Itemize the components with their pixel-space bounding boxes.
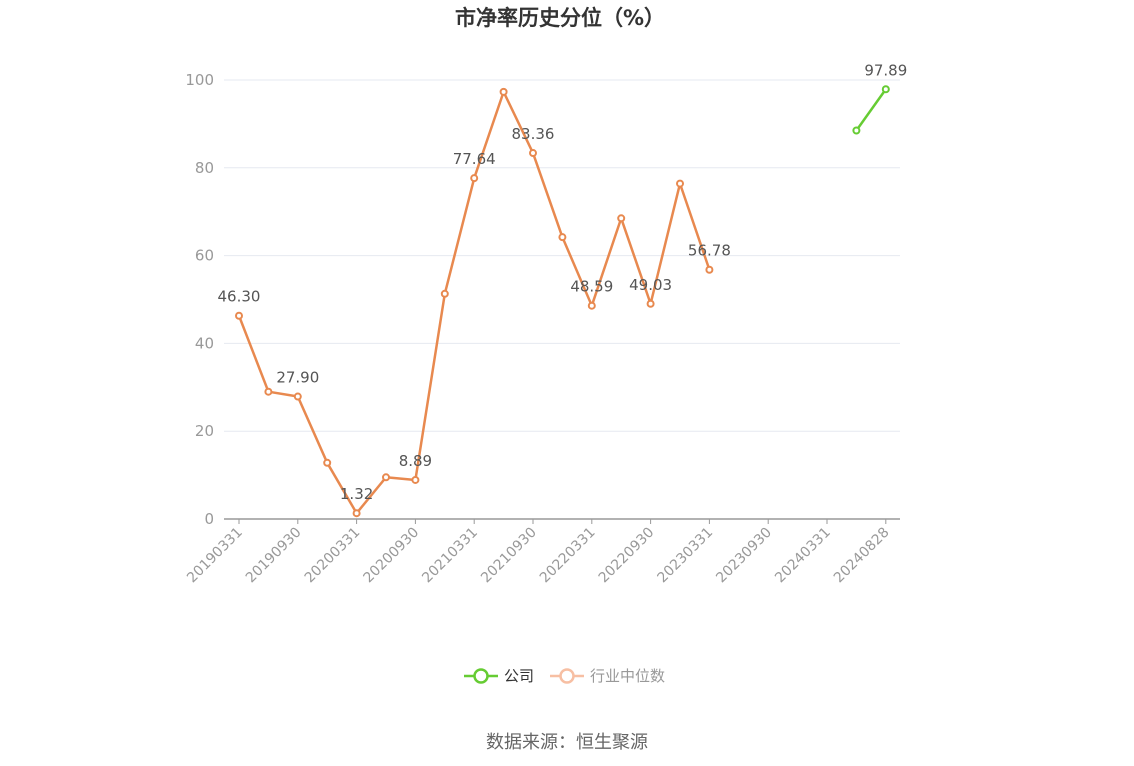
- y-tick-label: 80: [195, 159, 214, 177]
- data-point[interactable]: [352, 509, 361, 518]
- data-point[interactable]: [587, 301, 596, 310]
- data-point[interactable]: [235, 311, 243, 320]
- y-tick-label: 20: [195, 422, 214, 440]
- data-label: 27.90: [276, 369, 319, 387]
- series-line: [855, 88, 887, 132]
- x-tick-label: 20240331: [772, 525, 834, 587]
- y-tick-label: 100: [185, 71, 214, 89]
- y-tick-label: 0: [204, 510, 214, 528]
- data-label: 49.03: [629, 276, 672, 294]
- data-point[interactable]: [881, 85, 890, 94]
- legend-marker: [473, 668, 489, 684]
- x-tick-label: 20220930: [596, 525, 658, 587]
- x-tick-label: 20230331: [655, 525, 717, 587]
- x-tick-label: 20200331: [302, 525, 364, 587]
- legend-item[interactable]: 公司: [464, 667, 534, 685]
- data-label: 56.78: [688, 242, 731, 260]
- y-tick-label: 60: [195, 247, 214, 265]
- data-label: 83.36: [512, 125, 555, 143]
- axes: 0 20 40 60 80 100 2019033120190930202003312020…: [184, 71, 900, 586]
- legend[interactable]: 公司 行业中位数: [464, 667, 665, 685]
- source-note: 数据来源：恒生聚源: [486, 732, 648, 753]
- legend-label: 行业中位数: [590, 667, 665, 685]
- data-point[interactable]: [617, 214, 626, 223]
- data-point[interactable]: [470, 174, 479, 183]
- data-point[interactable]: [293, 392, 302, 401]
- legend-item[interactable]: 行业中位数: [550, 667, 665, 685]
- data-point[interactable]: [264, 387, 273, 396]
- x-tick-label: 20220331: [537, 525, 599, 587]
- data-label: 97.89: [864, 61, 907, 79]
- x-tick-label: 20210331: [419, 525, 481, 587]
- data-labels: 46.30 27.90 1.32 8.89 77.64 83.36 48.59 49.03 56…: [218, 61, 908, 503]
- data-label: 77.64: [453, 150, 496, 168]
- grid: [224, 79, 900, 432]
- series: [235, 85, 890, 518]
- data-label: 46.30: [218, 288, 261, 306]
- data-label: 48.59: [570, 278, 613, 296]
- data-point[interactable]: [705, 265, 714, 274]
- x-tick-label: 20240828: [831, 525, 893, 587]
- data-point[interactable]: [529, 149, 537, 158]
- data-point[interactable]: [323, 458, 332, 467]
- data-point[interactable]: [676, 179, 684, 188]
- data-point[interactable]: [852, 126, 861, 135]
- x-tick-label: 20190930: [243, 525, 305, 587]
- data-point[interactable]: [646, 299, 655, 308]
- data-point[interactable]: [440, 289, 449, 298]
- x-tick-label: 20200930: [361, 525, 423, 587]
- x-tick-label: 20210930: [478, 525, 540, 587]
- legend-marker: [559, 668, 575, 684]
- y-tick-label: 40: [195, 334, 214, 352]
- data-point[interactable]: [558, 233, 567, 242]
- legend-label: 公司: [504, 667, 534, 685]
- data-label: 8.89: [399, 452, 432, 470]
- data-point[interactable]: [499, 87, 508, 96]
- data-point[interactable]: [411, 475, 420, 484]
- data-label: 1.32: [340, 485, 373, 503]
- x-tick-label: 20190331: [184, 525, 246, 587]
- x-tick-label: 20230930: [713, 525, 775, 587]
- chart-title: 市净率历史分位（%）: [455, 6, 665, 30]
- data-point[interactable]: [382, 473, 390, 482]
